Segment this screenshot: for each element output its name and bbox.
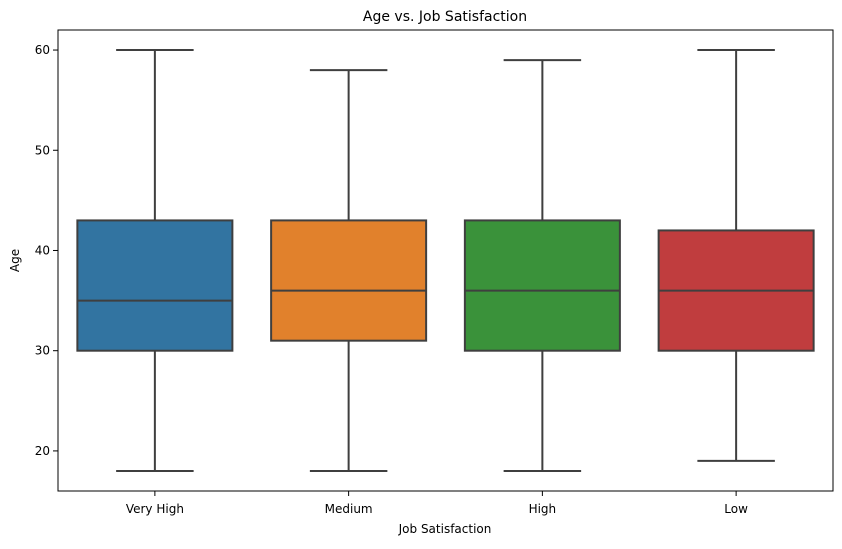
box-very-high <box>76 49 234 472</box>
x-tick-label: Medium <box>325 502 373 516</box>
interquartile-box <box>76 219 234 352</box>
plot-area-frame <box>57 29 834 492</box>
interquartile-box <box>463 219 621 352</box>
y-tick-label: 30 <box>35 344 50 358</box>
box-low <box>657 49 815 462</box>
y-tick-label: 20 <box>35 444 50 458</box>
chart-title: Age vs. Job Satisfaction <box>363 9 527 25</box>
box-series-group <box>76 49 815 472</box>
x-axis-label: Job Satisfaction <box>398 522 492 536</box>
box-medium <box>270 69 428 472</box>
y-axis-label: Age <box>8 249 22 272</box>
y-tick-label: 40 <box>35 243 50 257</box>
y-axis-ticks: 20 30 40 50 60 <box>35 43 58 458</box>
x-axis-ticks: Very High Medium High Low <box>126 491 748 516</box>
box-high <box>463 59 621 472</box>
y-tick-label: 50 <box>35 143 50 157</box>
x-tick-label: Very High <box>126 502 184 516</box>
interquartile-box <box>270 219 428 342</box>
x-tick-label: Low <box>724 502 748 516</box>
x-tick-label: High <box>529 502 557 516</box>
y-tick-label: 60 <box>35 43 50 57</box>
